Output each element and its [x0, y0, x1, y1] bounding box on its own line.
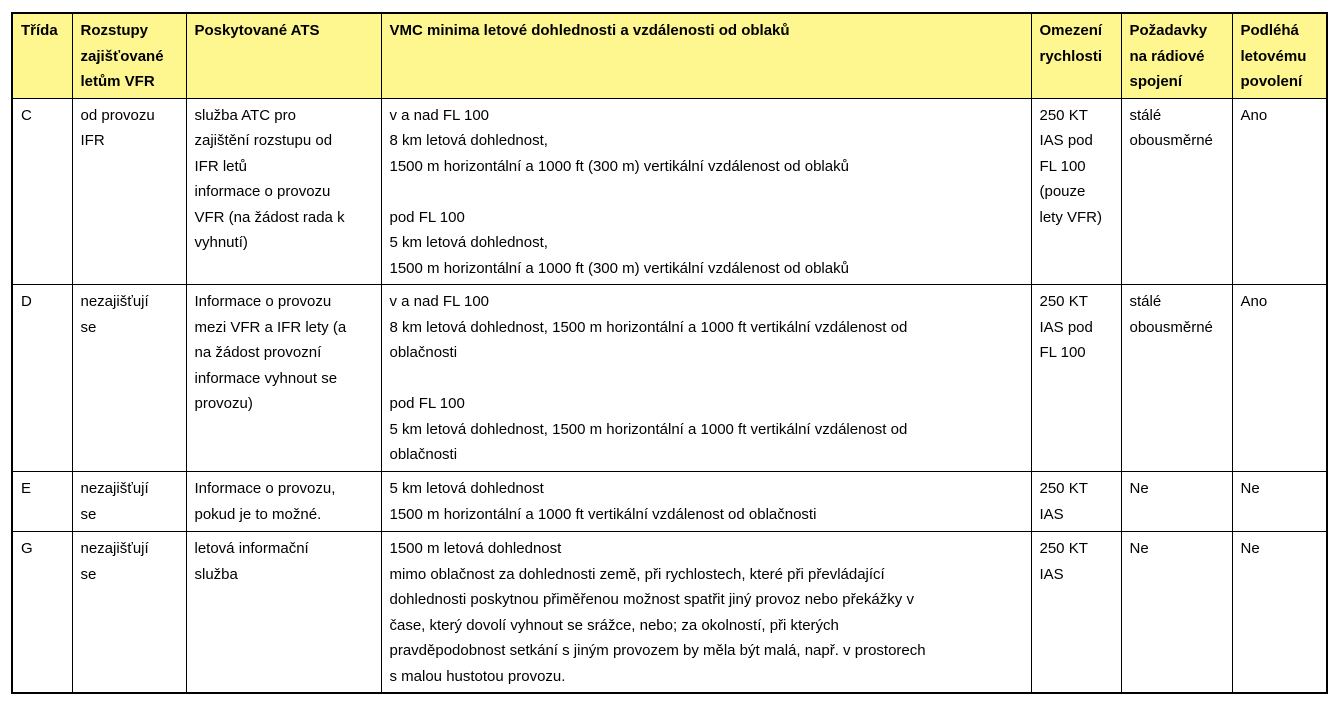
- cell-clearance: Ne: [1231, 531, 1328, 694]
- cell-separation: nezajišťují se: [71, 284, 187, 472]
- cell-ats: Informace o provozu, pokud je to možné.: [185, 471, 382, 532]
- cell-ats: Informace o provozu mezi VFR a IFR lety …: [185, 284, 382, 472]
- cell-class: C: [11, 97, 73, 285]
- page: Třída Rozstupy zajišťované letům VFR Pos…: [0, 12, 1340, 715]
- cell-clearance: Ano: [1231, 97, 1328, 285]
- cell-speed-limit: 250 KT IAS pod FL 100: [1030, 284, 1122, 472]
- cell-class: D: [11, 284, 73, 472]
- column-header-speed-limit: Omezení rychlosti: [1030, 12, 1122, 99]
- column-header-radio-requirements: Požadavky na rádiové spojení: [1120, 12, 1233, 99]
- cell-radio-requirements: stálé obousměrné: [1120, 97, 1233, 285]
- cell-vmc-minima: v a nad FL 100 8 km letová dohlednost, 1…: [380, 284, 1032, 472]
- cell-class: G: [11, 531, 73, 694]
- cell-separation: nezajišťují se: [71, 531, 187, 694]
- cell-speed-limit: 250 KT IAS: [1030, 531, 1122, 694]
- table-row-class-d: D nezajišťují se Informace o provozu mez…: [11, 284, 1328, 472]
- airspace-classes-table: Třída Rozstupy zajišťované letům VFR Pos…: [11, 12, 1328, 694]
- cell-vmc-minima: 1500 m letová dohlednost mimo oblačnost …: [380, 531, 1032, 694]
- table-row-class-c: C od provozu IFR služba ATC pro zajištěn…: [11, 97, 1328, 285]
- column-header-clearance: Podléhá letovému povolení: [1231, 12, 1328, 99]
- cell-ats: letová informační služba: [185, 531, 382, 694]
- cell-vmc-minima: v a nad FL 100 8 km letová dohlednost, 1…: [380, 97, 1032, 285]
- cell-vmc-minima: 5 km letová dohlednost 1500 m horizontál…: [380, 471, 1032, 532]
- column-header-vmc-minima: VMC minima letové dohlednosti a vzdáleno…: [380, 12, 1032, 99]
- cell-class: E: [11, 471, 73, 532]
- cell-separation: nezajišťují se: [71, 471, 187, 532]
- cell-clearance: Ne: [1231, 471, 1328, 532]
- table-header-row: Třída Rozstupy zajišťované letům VFR Pos…: [11, 12, 1328, 99]
- cell-clearance: Ano: [1231, 284, 1328, 472]
- cell-separation: od provozu IFR: [71, 97, 187, 285]
- table-row-class-e: E nezajišťují se Informace o provozu, po…: [11, 471, 1328, 532]
- cell-radio-requirements: Ne: [1120, 531, 1233, 694]
- cell-speed-limit: 250 KT IAS pod FL 100 (pouze lety VFR): [1030, 97, 1122, 285]
- column-header-class: Třída: [11, 12, 73, 99]
- column-header-separation: Rozstupy zajišťované letům VFR: [71, 12, 187, 99]
- cell-radio-requirements: Ne: [1120, 471, 1233, 532]
- cell-speed-limit: 250 KT IAS: [1030, 471, 1122, 532]
- table-row-class-g: G nezajišťují se letová informační služb…: [11, 531, 1328, 694]
- cell-ats: služba ATC pro zajištění rozstupu od IFR…: [185, 97, 382, 285]
- cell-radio-requirements: stálé obousměrné: [1120, 284, 1233, 472]
- column-header-ats: Poskytované ATS: [185, 12, 382, 99]
